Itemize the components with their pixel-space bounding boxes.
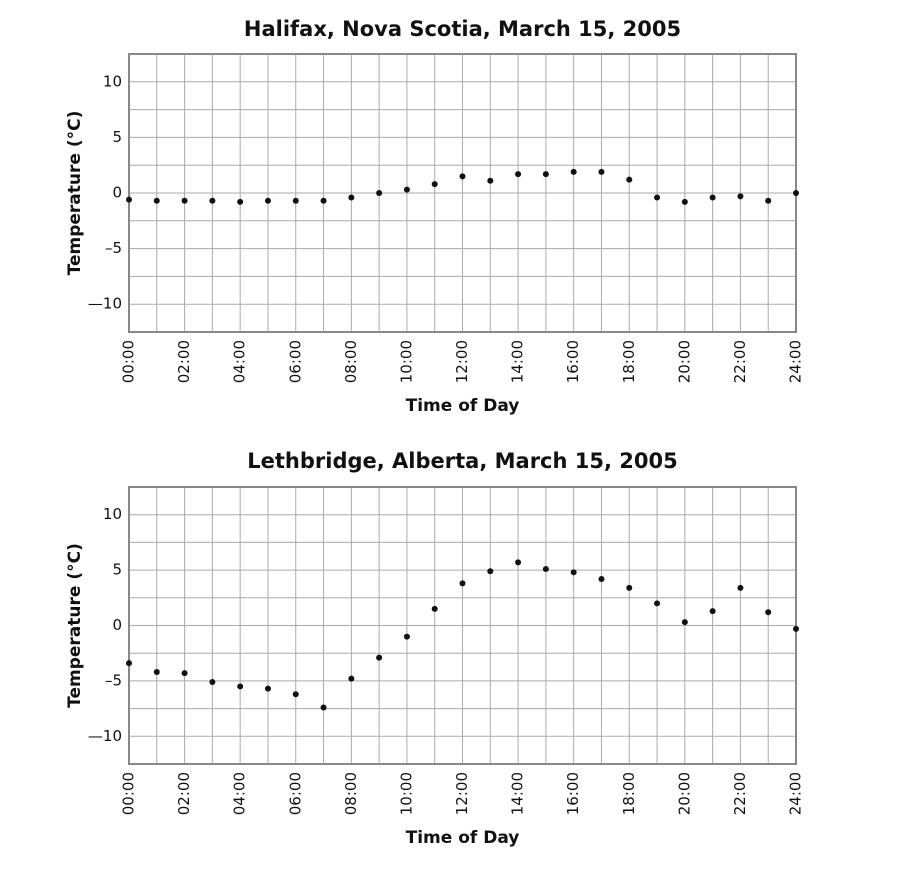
y-tick-label: 10 bbox=[103, 72, 122, 90]
data-point bbox=[264, 685, 271, 692]
x-tick-label: 00:00 bbox=[120, 772, 138, 815]
data-point bbox=[181, 197, 188, 204]
data-point bbox=[598, 575, 605, 582]
data-point bbox=[209, 679, 216, 686]
x-tick-label: 18:00 bbox=[620, 340, 638, 383]
y-tick-label: —10 bbox=[88, 727, 122, 745]
x-tick-label: 02:00 bbox=[175, 772, 193, 815]
x-tick-label: 06:00 bbox=[286, 772, 304, 815]
x-tick-label: 22:00 bbox=[731, 340, 749, 383]
data-point bbox=[737, 584, 744, 591]
y-tick-label: 5 bbox=[112, 561, 122, 579]
y-axis-title: Temperature (°C) bbox=[65, 111, 85, 276]
data-point bbox=[431, 605, 438, 612]
y-tick-label: —10 bbox=[88, 295, 122, 313]
x-tick-label: 16:00 bbox=[564, 772, 582, 815]
data-point bbox=[459, 580, 466, 587]
x-tick-label: 08:00 bbox=[342, 340, 360, 383]
data-point bbox=[681, 619, 688, 626]
data-point bbox=[542, 171, 549, 178]
data-point bbox=[264, 197, 271, 204]
x-tick-label: 04:00 bbox=[231, 772, 249, 815]
data-point bbox=[348, 194, 355, 201]
x-tick-label: 10:00 bbox=[397, 772, 415, 815]
data-point bbox=[459, 173, 466, 180]
x-tick-label: 10:00 bbox=[397, 340, 415, 383]
y-tick-label: –5 bbox=[105, 671, 122, 689]
data-point bbox=[654, 600, 661, 607]
data-point bbox=[737, 193, 744, 200]
data-point bbox=[765, 197, 772, 204]
data-point bbox=[793, 190, 799, 196]
x-axis-title: Time of Day bbox=[406, 396, 520, 416]
x-tick-label: 24:00 bbox=[787, 340, 805, 383]
x-tick-label: 18:00 bbox=[620, 772, 638, 815]
data-point bbox=[765, 609, 772, 616]
chart-title: Lethbridge, Alberta, March 15, 2005 bbox=[247, 449, 677, 473]
y-tick-label: 10 bbox=[103, 505, 122, 523]
x-tick-label: 06:00 bbox=[286, 340, 304, 383]
data-point bbox=[126, 660, 132, 667]
data-point bbox=[403, 186, 410, 193]
y-tick-label: 0 bbox=[112, 184, 122, 202]
y-tick-label: 0 bbox=[112, 616, 122, 634]
data-point bbox=[376, 190, 383, 196]
data-point bbox=[515, 171, 522, 178]
data-point bbox=[515, 559, 522, 566]
data-point bbox=[348, 675, 355, 682]
data-point bbox=[376, 654, 383, 661]
data-point bbox=[181, 670, 188, 677]
x-tick-label: 14:00 bbox=[509, 340, 527, 383]
data-point bbox=[292, 691, 299, 698]
data-point bbox=[570, 168, 577, 175]
data-point bbox=[487, 177, 494, 184]
y-axis-title: Temperature (°C) bbox=[65, 543, 85, 708]
data-point bbox=[209, 197, 216, 204]
data-point bbox=[292, 197, 299, 204]
x-tick-label: 24:00 bbox=[787, 772, 805, 815]
y-tick-label: –5 bbox=[105, 239, 122, 257]
x-tick-label: 12:00 bbox=[453, 340, 471, 383]
chart: Lethbridge, Alberta, March 15, 2005 Time … bbox=[65, 449, 805, 848]
x-tick-label: 04:00 bbox=[231, 340, 249, 383]
y-tick-label: 5 bbox=[112, 128, 122, 146]
data-point bbox=[237, 198, 244, 205]
data-point bbox=[431, 181, 438, 188]
data-point bbox=[153, 197, 160, 204]
x-tick-label: 20:00 bbox=[675, 772, 693, 815]
data-point bbox=[654, 194, 661, 201]
data-point bbox=[237, 683, 244, 690]
data-point bbox=[681, 198, 688, 205]
x-tick-label: 14:00 bbox=[509, 772, 527, 815]
x-tick-label: 22:00 bbox=[731, 772, 749, 815]
x-tick-label: 16:00 bbox=[564, 340, 582, 383]
x-tick-label: 02:00 bbox=[175, 340, 193, 383]
data-point bbox=[709, 194, 716, 201]
x-tick-label: 00:00 bbox=[120, 340, 138, 383]
chart-title: Halifax, Nova Scotia, March 15, 2005 bbox=[244, 17, 681, 41]
data-point bbox=[570, 569, 577, 576]
x-tick-label: 20:00 bbox=[675, 340, 693, 383]
data-point bbox=[153, 669, 160, 676]
data-point bbox=[320, 704, 327, 711]
data-point bbox=[626, 584, 633, 591]
plot-frame bbox=[128, 486, 797, 765]
x-tick-label: 12:00 bbox=[453, 772, 471, 815]
data-point bbox=[487, 568, 494, 575]
data-point bbox=[403, 633, 410, 640]
data-point bbox=[126, 196, 132, 203]
x-tick-label: 08:00 bbox=[342, 772, 360, 815]
data-point bbox=[709, 608, 716, 615]
data-point bbox=[793, 625, 799, 632]
data-point bbox=[598, 168, 605, 175]
data-point bbox=[320, 197, 327, 204]
data-point bbox=[626, 176, 633, 183]
x-axis-title: Time of Day bbox=[406, 828, 520, 848]
data-point bbox=[542, 565, 549, 572]
chart: Halifax, Nova Scotia, March 15, 2005 Time… bbox=[65, 17, 805, 416]
